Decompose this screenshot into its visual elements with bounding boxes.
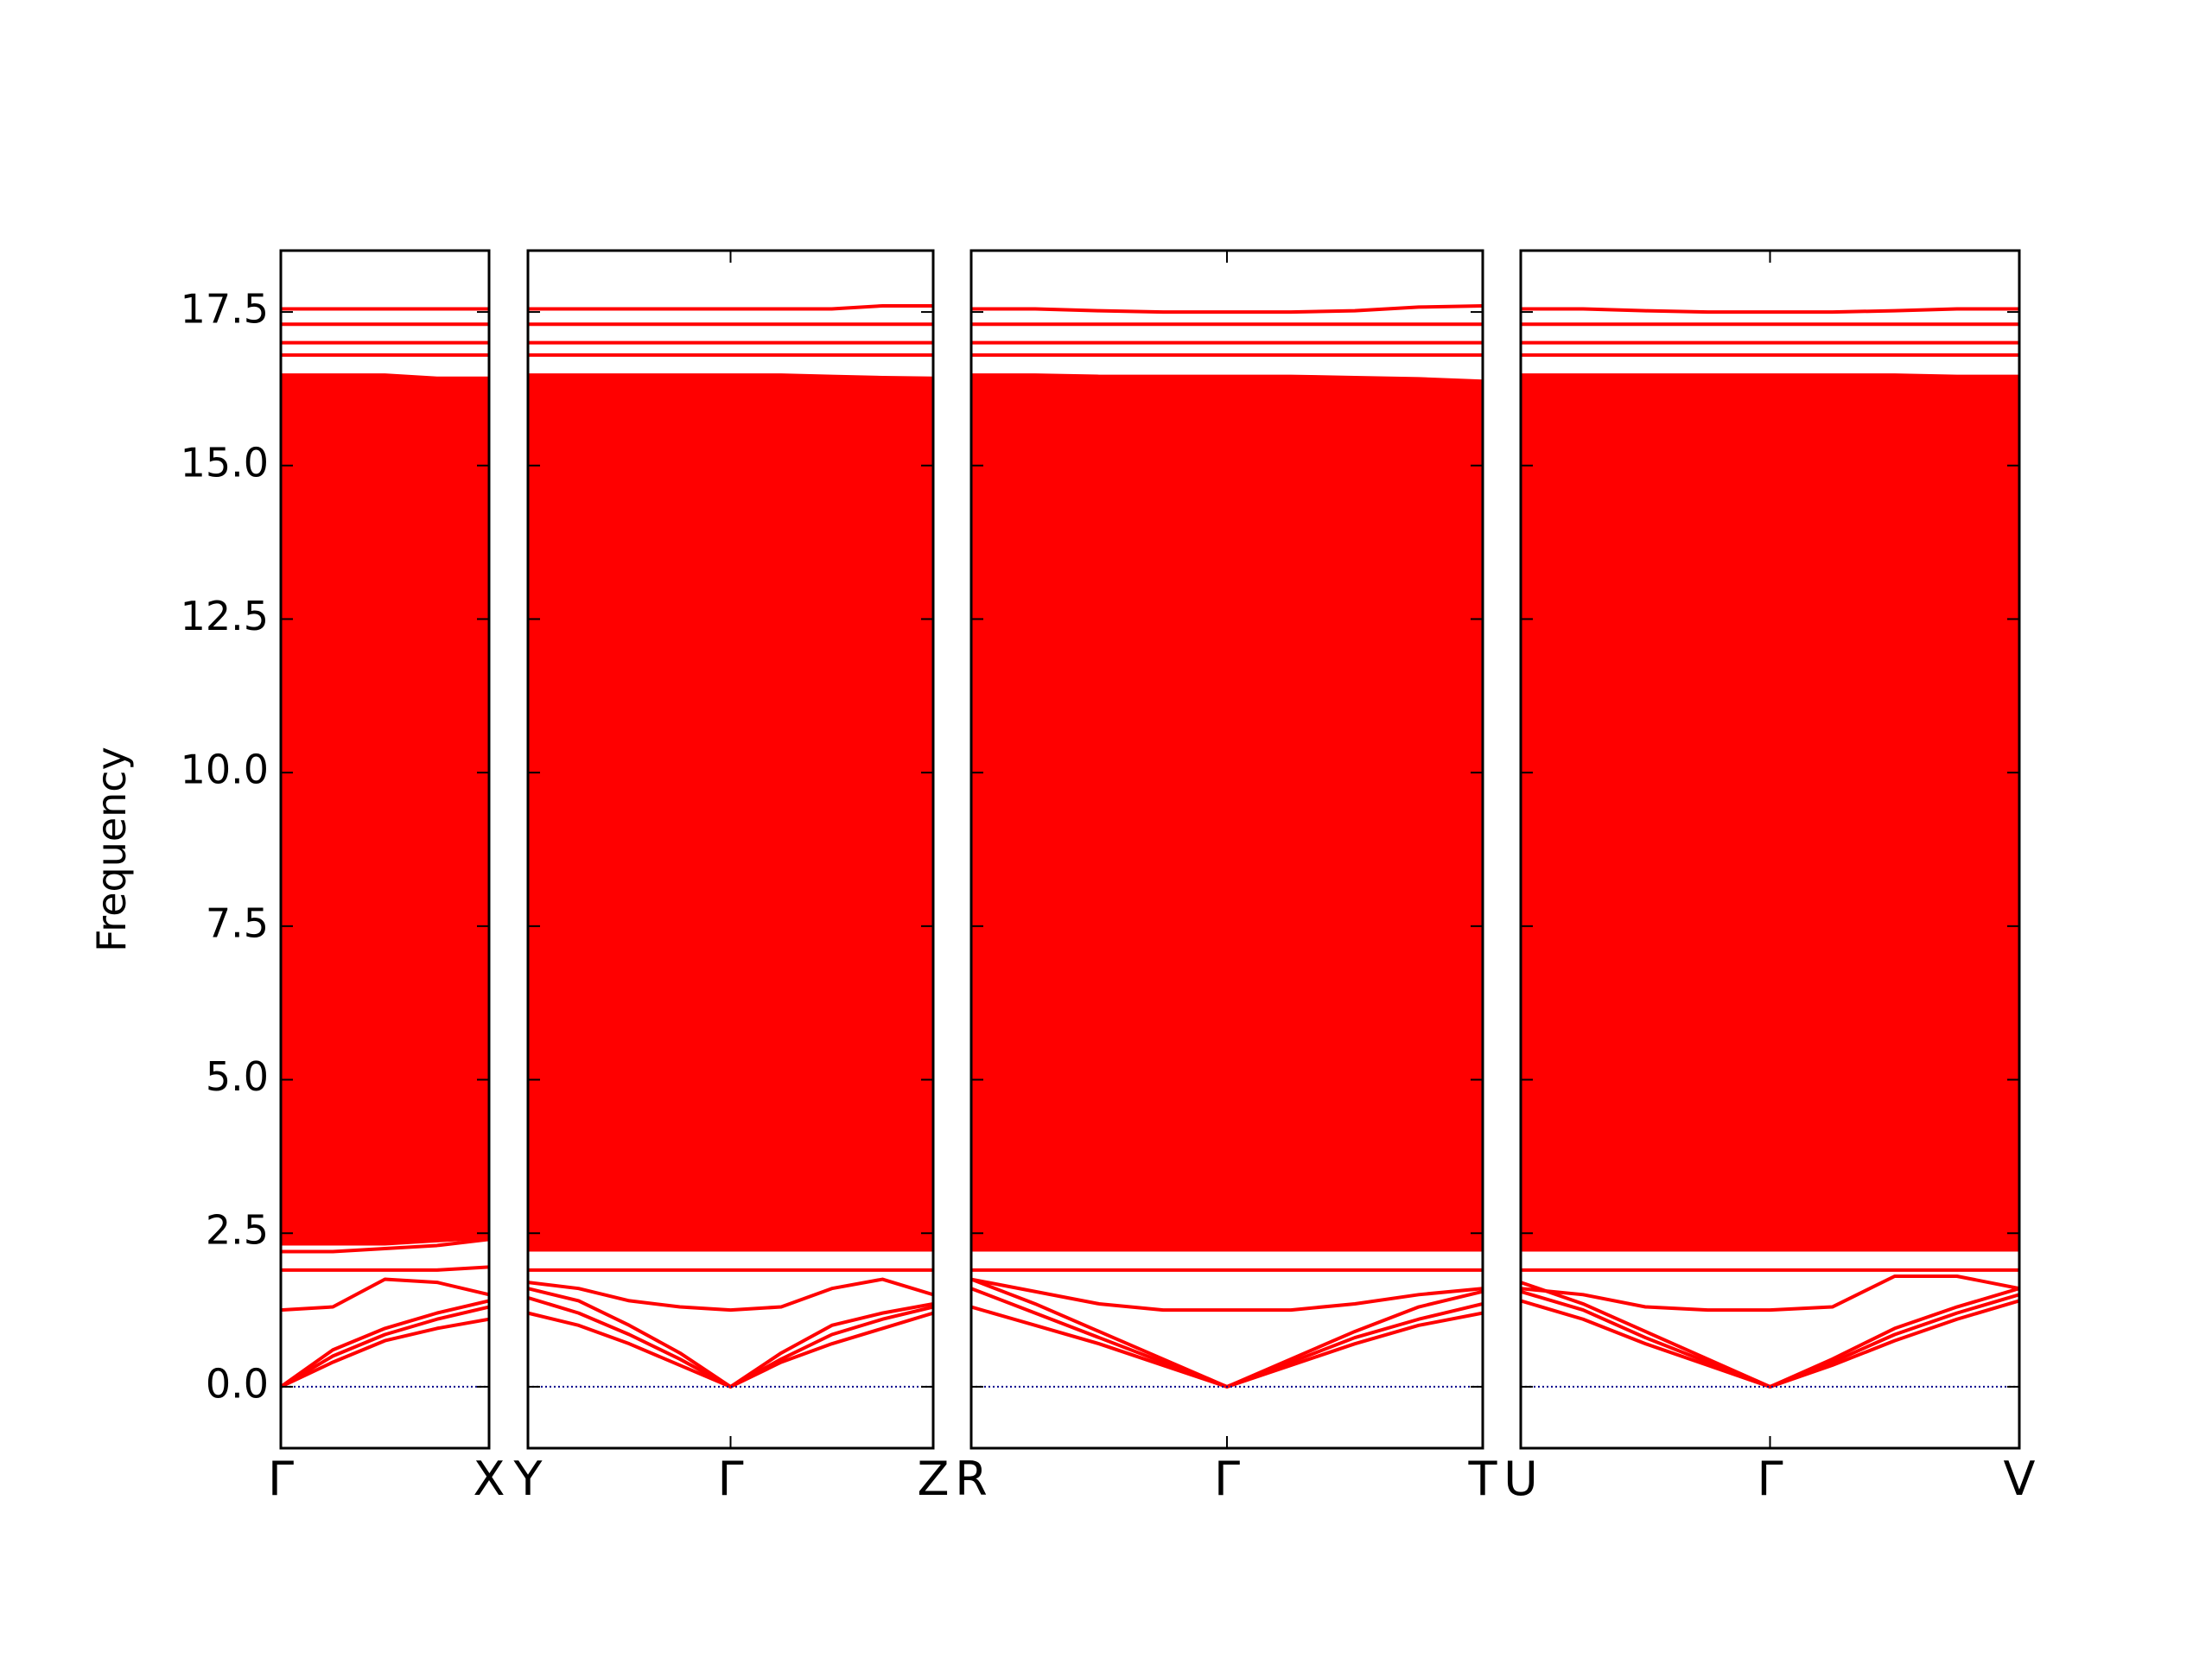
band-line: [1521, 1299, 2019, 1389]
y-tick-label: 0.0: [206, 1360, 269, 1407]
x-tick-label: Γ: [268, 1452, 294, 1506]
band-line: [528, 1277, 933, 1313]
y-tick-label: 5.0: [206, 1053, 269, 1100]
x-tick-label: R: [955, 1452, 988, 1506]
y-tick-label: 15.0: [181, 439, 269, 486]
band-region: [281, 373, 489, 1246]
x-tick-label: U: [1503, 1452, 1538, 1506]
x-tick-label: T: [1468, 1452, 1498, 1506]
panel-frame: [1519, 249, 2021, 1450]
band-line: [971, 1277, 1483, 1313]
y-tick-label: 12.5: [181, 593, 269, 639]
band-line: [281, 1265, 489, 1272]
panel-frame: [279, 249, 491, 1450]
plot-area: [971, 303, 1483, 1389]
x-tick-label: V: [2004, 1452, 2036, 1506]
y-tick-label: 7.5: [206, 899, 269, 946]
panel-frame: [526, 249, 935, 1450]
band-line: [1521, 1274, 2019, 1313]
plot-area: [1521, 307, 2019, 1389]
band-line: [971, 1287, 1483, 1389]
band-line: [971, 303, 1483, 315]
band-line: [528, 1311, 933, 1389]
x-tick-label: Z: [918, 1452, 950, 1506]
x-tick-label: X: [474, 1452, 505, 1506]
band-line: [528, 303, 933, 311]
band-line: [1521, 1289, 2019, 1389]
band-region: [528, 373, 933, 1252]
y-tick-label: 10.0: [181, 747, 269, 793]
band-line: [281, 1317, 489, 1389]
y-tick-label: 17.5: [181, 286, 269, 333]
band-line: [281, 1299, 489, 1389]
plot-area: [281, 307, 489, 1389]
plot-area: [528, 303, 933, 1389]
panel-frame: [969, 249, 1484, 1450]
band-region: [971, 373, 1483, 1252]
x-tick-label: Γ: [717, 1452, 743, 1506]
band-line: [281, 1305, 489, 1389]
band-line: [1521, 307, 2019, 315]
y-axis-label: Frequency: [88, 747, 135, 952]
band-line: [528, 1287, 933, 1389]
band-line: [281, 1277, 489, 1313]
band-region: [1521, 373, 2019, 1252]
x-tick-label: Y: [513, 1452, 543, 1506]
band-line: [281, 1237, 489, 1254]
y-tick-label: 2.5: [206, 1207, 269, 1254]
x-tick-label: Γ: [1214, 1452, 1240, 1506]
x-tick-label: Γ: [1757, 1452, 1783, 1506]
